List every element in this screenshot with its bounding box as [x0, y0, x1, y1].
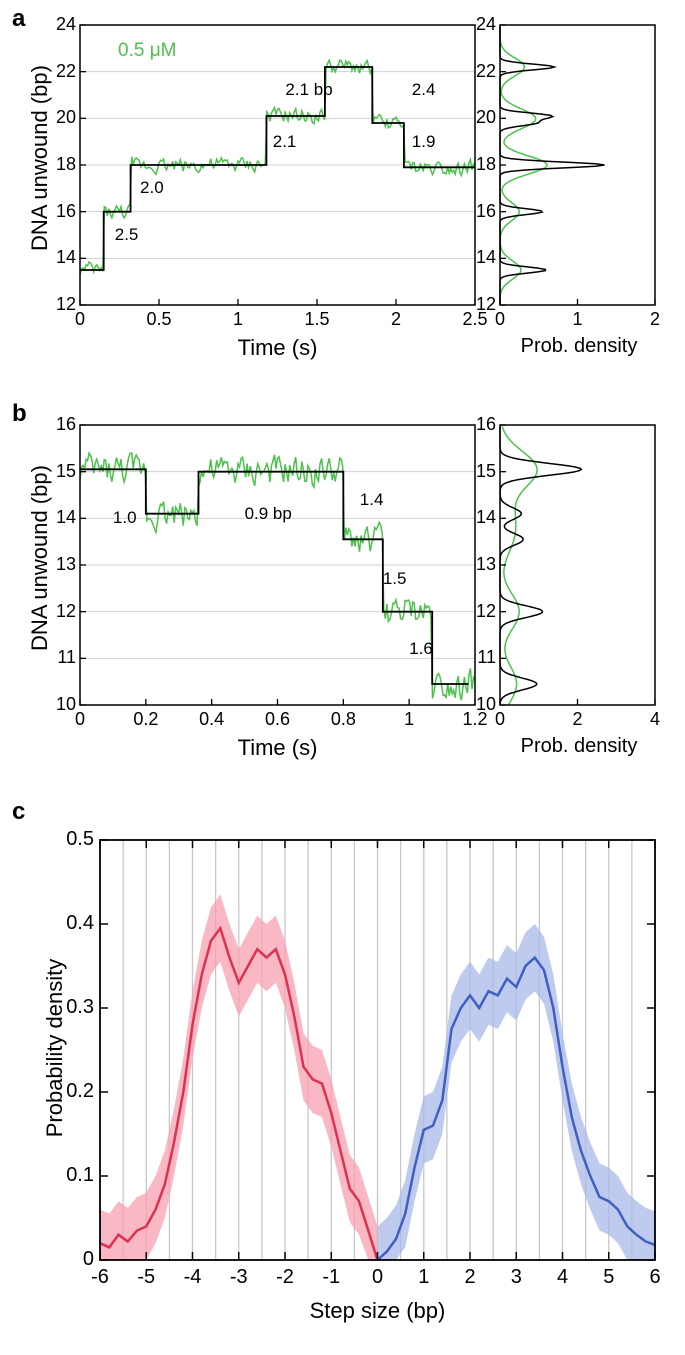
- xtick-label: 1: [410, 1266, 438, 1289]
- xtick-label: 2: [645, 309, 665, 330]
- ytick-label: 12: [470, 294, 496, 315]
- xtick-label: 0.4: [198, 709, 226, 730]
- xtick-label: 0: [364, 1266, 392, 1289]
- ytick-label: 16: [470, 201, 496, 222]
- step-annotation: 2.4: [412, 80, 436, 100]
- panel-label-c: c: [12, 798, 25, 826]
- ytick-label: 20: [46, 107, 76, 128]
- step-annotation: 1.9: [412, 132, 436, 152]
- panel-b-timeseries: [80, 425, 475, 705]
- ytick-label: 14: [46, 247, 76, 268]
- ytick-label: 10: [470, 694, 496, 715]
- xtick-label: 0.8: [329, 709, 357, 730]
- ytick-label: 0.4: [52, 912, 94, 935]
- ytick-label: 15: [470, 461, 496, 482]
- panel-label-a: a: [12, 5, 25, 33]
- ytick-label: 18: [470, 154, 496, 175]
- xtick-label: -1: [317, 1266, 345, 1289]
- step-annotation: 2.5: [115, 225, 139, 245]
- step-annotation: 1.0: [113, 508, 137, 528]
- ytick-label: 14: [470, 507, 496, 528]
- step-annotation: 0.9 bp: [245, 504, 292, 524]
- xtick-label: -5: [132, 1266, 160, 1289]
- ytick-label: 12: [46, 601, 76, 622]
- ytick-label: 10: [46, 694, 76, 715]
- panel-b-xlabel: Time (s): [80, 735, 475, 761]
- step-annotation: 1.6: [409, 639, 433, 659]
- step-annotation: 2.1: [273, 132, 297, 152]
- ytick-label: 15: [46, 461, 76, 482]
- xtick-label: 0.6: [264, 709, 292, 730]
- ytick-label: 0: [52, 1248, 94, 1271]
- xtick-label: 1: [568, 309, 588, 330]
- xtick-label: 4: [645, 709, 665, 730]
- panel-a-xlabel: Time (s): [80, 335, 475, 361]
- ytick-label: 22: [470, 61, 496, 82]
- xtick-label: 0.5: [145, 309, 173, 330]
- xtick-label: 1.5: [303, 309, 331, 330]
- ytick-label: 0.2: [52, 1080, 94, 1103]
- ytick-label: 13: [470, 554, 496, 575]
- xtick-label: -2: [271, 1266, 299, 1289]
- xtick-label: 5: [595, 1266, 623, 1289]
- ytick-label: 12: [470, 601, 496, 622]
- panel-c-ylabel: Probability density: [42, 938, 68, 1158]
- panel-a-timeseries: [80, 25, 475, 305]
- xtick-label: 3: [502, 1266, 530, 1289]
- ytick-label: 16: [470, 414, 496, 435]
- xtick-label: 2: [382, 309, 410, 330]
- concentration-label: 0.5 μM: [118, 40, 176, 62]
- xtick-label: 2: [568, 709, 588, 730]
- ytick-label: 11: [46, 647, 76, 668]
- panel-a-histogram: [500, 25, 655, 305]
- ytick-label: 0.1: [52, 1164, 94, 1187]
- ytick-label: 0.5: [52, 828, 94, 851]
- panel-c-xlabel: Step size (bp): [100, 1298, 655, 1324]
- panel-a-hist-xlabel: Prob. density: [500, 335, 658, 358]
- ytick-label: 22: [46, 61, 76, 82]
- xtick-label: 0.2: [132, 709, 160, 730]
- ytick-label: 16: [46, 414, 76, 435]
- step-annotation: 2.1 bp: [285, 80, 332, 100]
- step-annotation: 1.5: [383, 569, 407, 589]
- ytick-label: 0.3: [52, 996, 94, 1019]
- xtick-label: 6: [641, 1266, 669, 1289]
- xtick-label: -3: [225, 1266, 253, 1289]
- ytick-label: 12: [46, 294, 76, 315]
- ytick-label: 13: [46, 554, 76, 575]
- xtick-label: 1: [224, 309, 252, 330]
- ytick-label: 14: [46, 507, 76, 528]
- panel-c-density: [100, 840, 655, 1260]
- xtick-label: 1: [395, 709, 423, 730]
- ytick-label: 16: [46, 201, 76, 222]
- step-annotation: 1.4: [360, 490, 384, 510]
- xtick-label: 4: [549, 1266, 577, 1289]
- panel-label-b: b: [12, 400, 27, 428]
- xtick-label: -4: [179, 1266, 207, 1289]
- ytick-label: 24: [46, 14, 76, 35]
- ytick-label: 14: [470, 247, 496, 268]
- ytick-label: 24: [470, 14, 496, 35]
- xtick-label: 2: [456, 1266, 484, 1289]
- step-annotation: 2.0: [140, 178, 164, 198]
- ytick-label: 11: [470, 647, 496, 668]
- panel-b-hist-xlabel: Prob. density: [500, 735, 658, 758]
- panel-b-histogram: [500, 425, 655, 705]
- ytick-label: 20: [470, 107, 496, 128]
- ytick-label: 18: [46, 154, 76, 175]
